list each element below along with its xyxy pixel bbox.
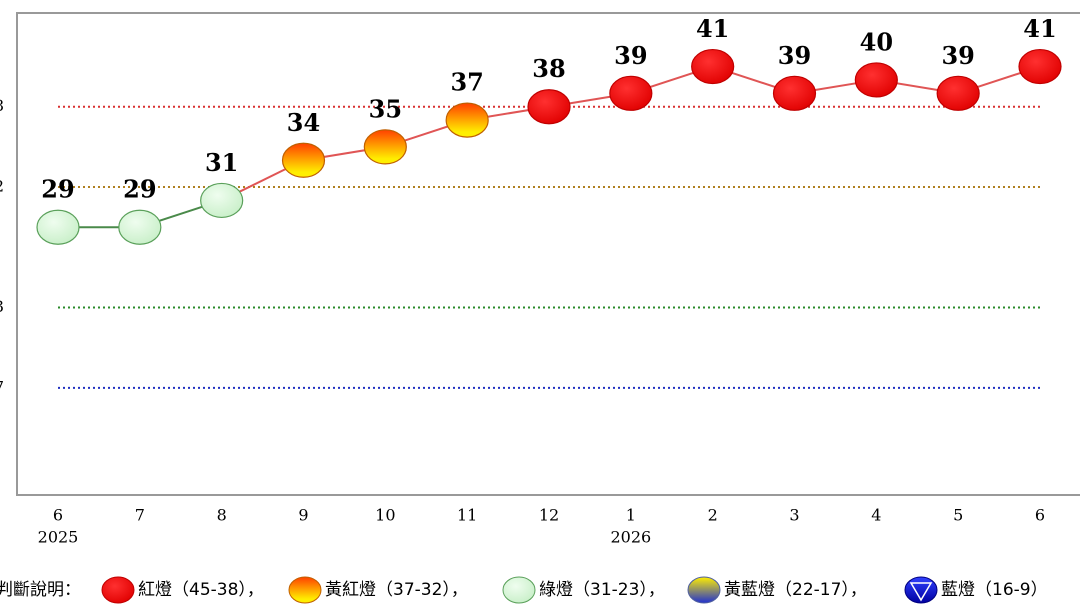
- signal-point: [281, 142, 326, 178]
- x-year-label: 2026: [610, 528, 651, 547]
- signal-point: [118, 209, 162, 245]
- signal-point: [936, 75, 980, 111]
- x-tick-label: 5: [953, 506, 963, 525]
- legend-icon: [502, 576, 536, 604]
- signal-point: [1018, 48, 1062, 85]
- x-tick-label: 2: [708, 506, 718, 525]
- y-tick-label: 38: [0, 96, 4, 115]
- legend-icon: [687, 576, 721, 604]
- value-label: 34: [287, 108, 320, 137]
- value-label: 39: [778, 41, 811, 70]
- value-label: 29: [123, 175, 156, 204]
- signal-point: [363, 129, 407, 165]
- legend-label: 綠燈（31-23），: [539, 580, 665, 600]
- signal-point: [445, 102, 489, 138]
- signal-point: [200, 182, 244, 219]
- legend-icon: [101, 576, 135, 604]
- legend-icon-triangle: [909, 582, 933, 602]
- value-label: 29: [41, 175, 74, 204]
- value-label: 41: [696, 14, 729, 43]
- value-label: 37: [450, 68, 483, 97]
- x-tick-label: 4: [871, 506, 881, 525]
- value-label: 39: [941, 41, 974, 70]
- x-tick-label: 3: [789, 506, 799, 525]
- plot-frame: [16, 12, 1080, 496]
- value-label: 38: [532, 54, 565, 83]
- signal-point: [609, 75, 653, 111]
- y-tick-label: 23: [0, 297, 4, 316]
- x-tick-label: 11: [457, 506, 477, 525]
- x-year-label: 2025: [38, 528, 79, 547]
- legend-label: 黃藍燈（22-17），: [724, 580, 867, 600]
- signal-point: [36, 209, 80, 245]
- x-tick-label: 7: [135, 506, 145, 525]
- signal-point: [772, 75, 817, 111]
- value-label: 35: [369, 94, 402, 123]
- signal-point: [854, 62, 898, 98]
- x-tick-label: 1: [626, 506, 636, 525]
- legend-label: 黃紅燈（37-32），: [325, 580, 468, 600]
- value-label: 41: [1023, 14, 1056, 43]
- legend-label: 紅燈（45-38），: [138, 580, 264, 600]
- legend-icon: [288, 576, 322, 604]
- signal-point: [527, 89, 571, 125]
- y-tick-label: 32: [0, 177, 4, 196]
- value-label: 31: [205, 148, 238, 177]
- x-tick-label: 12: [539, 506, 559, 525]
- value-label: 39: [614, 41, 647, 70]
- y-tick-label: 17: [0, 377, 4, 396]
- x-tick-label: 9: [298, 506, 308, 525]
- legend-title: 判斷說明：: [0, 580, 81, 600]
- value-label: 40: [860, 27, 893, 56]
- x-tick-label: 8: [217, 506, 227, 525]
- legend-label: 藍燈（16-9）: [941, 580, 1048, 600]
- signal-point: [691, 48, 735, 85]
- x-tick-label: 6: [1035, 506, 1045, 525]
- x-tick-label: 10: [375, 506, 395, 525]
- x-tick-label: 6: [53, 506, 63, 525]
